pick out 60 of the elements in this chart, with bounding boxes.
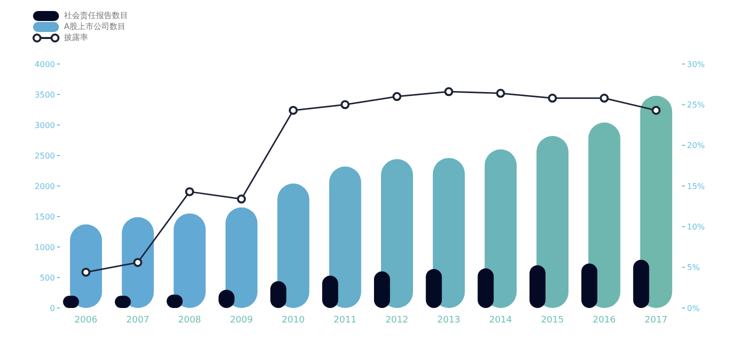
point xyxy=(288,106,298,115)
y2-tick-label: 15% xyxy=(687,182,706,191)
y-tick-label: 0 xyxy=(50,304,55,313)
bar xyxy=(122,217,154,308)
y-tick-label: 2500 xyxy=(34,151,55,160)
y2-tick-label: 25% xyxy=(687,100,706,110)
x-tick-label: 2013 xyxy=(437,315,460,326)
point xyxy=(652,106,661,115)
y-tick-label: 3500 xyxy=(34,90,55,100)
bar xyxy=(530,265,546,308)
bar xyxy=(277,184,310,308)
y2-tick-label: 20% xyxy=(687,141,706,150)
point xyxy=(548,94,557,103)
point xyxy=(133,258,142,267)
point xyxy=(236,194,246,204)
legend-label: 社会责任报告数目 xyxy=(64,10,128,21)
bar xyxy=(226,207,258,308)
point xyxy=(81,268,90,277)
point xyxy=(444,87,454,96)
bar xyxy=(633,260,650,308)
y-tick-label: 4000 xyxy=(34,60,55,69)
x-tick-label: 2006 xyxy=(74,315,98,326)
bar xyxy=(536,136,568,308)
bar xyxy=(640,96,672,308)
x-tick-label: 2015 xyxy=(540,315,564,326)
legend-label: A股上市公司数目 xyxy=(64,21,126,32)
x-tick-label: 2011 xyxy=(334,315,357,326)
bar xyxy=(478,268,494,308)
bar xyxy=(588,122,620,308)
bar xyxy=(374,271,390,308)
bar xyxy=(381,159,413,308)
bar xyxy=(581,263,598,308)
x-tick-label: 2007 xyxy=(126,315,150,326)
point xyxy=(392,92,402,102)
x-tick-label: 2014 xyxy=(489,315,512,326)
x-tick-label: 2009 xyxy=(230,315,254,326)
x-tick-label: 2008 xyxy=(178,315,202,326)
x-tick-label: 2017 xyxy=(644,315,668,326)
y-tick-label: 1000 xyxy=(34,242,55,252)
point xyxy=(340,100,350,110)
point xyxy=(185,187,194,196)
bar xyxy=(70,224,102,308)
bar xyxy=(484,149,517,308)
y2-tick-label: 0% xyxy=(687,304,700,313)
legend-label: 披露率 xyxy=(64,32,88,43)
x-tick-label: 2010 xyxy=(282,315,305,326)
y2-tick-label: 5% xyxy=(687,263,700,272)
y2-tick-label: 10% xyxy=(687,222,706,232)
point xyxy=(496,88,506,98)
y2-tick-label: 30% xyxy=(687,60,706,69)
y-tick-label: 500 xyxy=(40,273,55,282)
y-tick-label: 1500 xyxy=(34,212,55,222)
bar xyxy=(174,213,206,308)
bar xyxy=(329,166,362,308)
x-tick-label: 2016 xyxy=(592,315,616,326)
bar xyxy=(426,268,442,308)
x-tick-label: 2012 xyxy=(385,315,408,326)
point xyxy=(600,94,609,103)
y-tick-label: 2000 xyxy=(34,182,55,191)
y-tick-label: 3000 xyxy=(34,120,55,130)
